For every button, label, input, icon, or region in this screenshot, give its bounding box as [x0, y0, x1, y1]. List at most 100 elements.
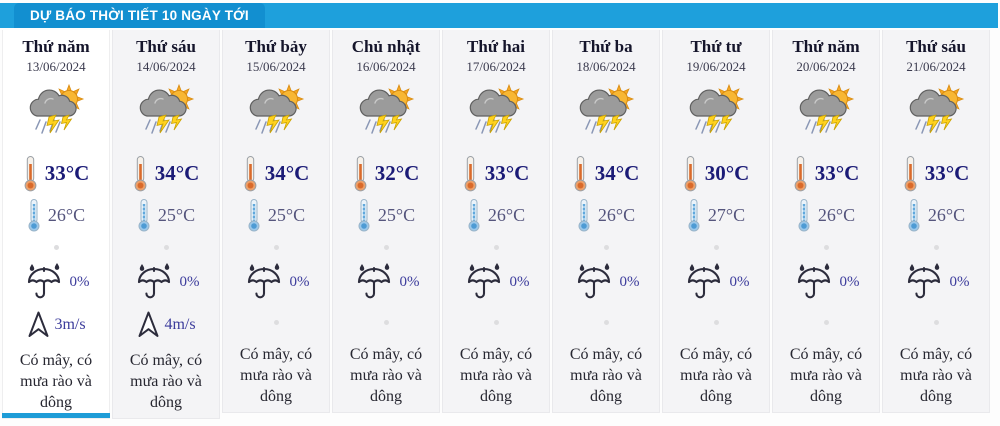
- low-temp-row: 26°C: [797, 195, 855, 235]
- storm-cloud-sun-icon: [575, 79, 637, 147]
- day-column[interactable]: Thứ năm 13/06/2024: [2, 30, 110, 419]
- separator-dot: [823, 235, 829, 259]
- day-column[interactable]: Thứ sáu 21/06/2024: [882, 30, 990, 413]
- separator-dot: [823, 305, 829, 339]
- rain-chance-value: 0%: [509, 273, 530, 290]
- high-temp-value: 33°C: [484, 160, 530, 185]
- storm-cloud-sun-icon: [795, 79, 857, 147]
- separator-dot: [383, 235, 389, 259]
- separator-dot: [713, 235, 719, 259]
- low-temp-value: 26°C: [927, 204, 966, 225]
- high-temp-value: 32°C: [374, 160, 420, 185]
- umbrella-icon: [133, 262, 175, 302]
- rain-chance-row: 0%: [683, 259, 750, 305]
- separator-dot: [493, 305, 499, 339]
- wind-arrow-icon: [136, 310, 161, 340]
- high-temp-value: 33°C: [44, 160, 90, 185]
- forecast-title: DỰ BÁO THỜI TIẾT 10 NGÀY TỚI: [30, 8, 249, 23]
- low-temp-value: 25°C: [377, 204, 416, 225]
- umbrella-icon: [793, 262, 835, 302]
- separator-dot: [383, 305, 389, 339]
- day-column[interactable]: Thứ sáu 14/06/2024: [112, 30, 220, 419]
- rain-chance-value: 0%: [69, 273, 90, 290]
- low-temp-row: 27°C: [687, 195, 745, 235]
- umbrella-icon: [463, 262, 505, 302]
- low-temp-row: 25°C: [357, 195, 415, 235]
- high-temp-value: 34°C: [594, 160, 640, 185]
- thermometer-high-icon: [353, 155, 368, 192]
- forecast-header-tab: DỰ BÁO THỜI TIẾT 10 NGÀY TỚI: [14, 3, 265, 28]
- thermometer-high-icon: [903, 155, 918, 192]
- rain-chance-row: 0%: [573, 259, 640, 305]
- separator-dot: [713, 305, 719, 339]
- day-name: Thứ tư: [690, 37, 742, 56]
- day-date: 18/06/2024: [576, 59, 636, 74]
- storm-cloud-sun-icon: [25, 79, 87, 147]
- separator-dot: [933, 235, 939, 259]
- thermometer-high-icon: [133, 155, 148, 192]
- high-temp-row: 34°C: [243, 151, 309, 195]
- thermometer-low-icon: [467, 198, 481, 232]
- rain-chance-row: 0%: [243, 259, 310, 305]
- high-temp-value: 33°C: [924, 160, 970, 185]
- low-temp-value: 26°C: [817, 204, 856, 225]
- thermometer-high-icon: [793, 155, 808, 192]
- rain-chance-row: 0%: [903, 259, 970, 305]
- high-temp-row: 33°C: [903, 151, 970, 195]
- day-date: 20/06/2024: [796, 59, 856, 74]
- low-temp-value: 25°C: [157, 204, 196, 225]
- weather-description: Có mây, có mưa rào và dông: [899, 346, 973, 405]
- low-temp-row: 26°C: [467, 195, 525, 235]
- weather-description: Có mây, có mưa rào và dông: [129, 352, 203, 411]
- rain-chance-value: 0%: [179, 273, 200, 290]
- low-temp-row: 25°C: [137, 195, 195, 235]
- day-name: Thứ năm: [792, 37, 860, 56]
- day-date: 17/06/2024: [466, 59, 526, 74]
- thermometer-low-icon: [907, 198, 921, 232]
- low-temp-value: 26°C: [47, 204, 86, 225]
- day-name: Thứ bảy: [245, 37, 307, 56]
- day-date: 13/06/2024: [26, 59, 86, 74]
- day-date: 19/06/2024: [686, 59, 746, 74]
- high-temp-row: 30°C: [683, 151, 750, 195]
- low-temp-value: 25°C: [267, 204, 306, 225]
- thermometer-high-icon: [683, 155, 698, 192]
- weather-description: Có mây, có mưa rào và dông: [349, 346, 423, 405]
- storm-cloud-sun-icon: [465, 79, 527, 147]
- storm-cloud-sun-icon: [245, 79, 307, 147]
- day-column[interactable]: Thứ bảy 15/06/2024: [222, 30, 330, 413]
- separator-dot: [53, 235, 59, 259]
- wind-arrow-icon: [26, 310, 51, 340]
- rain-chance-row: 0%: [133, 259, 200, 305]
- rain-chance-row: 0%: [353, 259, 420, 305]
- thermometer-high-icon: [463, 155, 478, 192]
- day-column[interactable]: Thứ tư 19/06/2024: [662, 30, 770, 413]
- day-column[interactable]: Thứ hai 17/06/2024: [442, 30, 550, 413]
- high-temp-row: 33°C: [793, 151, 859, 195]
- day-date: 21/06/2024: [906, 59, 966, 74]
- rain-chance-row: 0%: [23, 259, 90, 305]
- thermometer-low-icon: [27, 198, 41, 232]
- umbrella-icon: [23, 262, 65, 302]
- high-temp-value: 34°C: [154, 160, 200, 185]
- thermometer-low-icon: [577, 198, 591, 232]
- low-temp-row: 25°C: [247, 195, 305, 235]
- separator-dot: [603, 235, 609, 259]
- wind-row: 3m/s: [26, 305, 86, 345]
- weather-description: Có mây, có mưa rào và dông: [789, 346, 863, 405]
- weather-description: Có mây, có mưa rào và dông: [239, 346, 313, 405]
- day-column[interactable]: Chủ nhật 16/06/2024: [332, 30, 440, 413]
- umbrella-icon: [353, 262, 395, 302]
- high-temp-row: 34°C: [133, 151, 200, 195]
- thermometer-low-icon: [357, 198, 371, 232]
- high-temp-value: 30°C: [704, 160, 750, 185]
- forecast-columns: Thứ năm 13/06/2024: [0, 30, 1000, 419]
- day-column[interactable]: Thứ năm 20/06/2024: [772, 30, 880, 413]
- rain-chance-row: 0%: [463, 259, 530, 305]
- day-column[interactable]: Thứ ba 18/06/2024: [552, 30, 660, 413]
- day-date: 14/06/2024: [136, 59, 196, 74]
- rain-chance-value: 0%: [289, 273, 310, 290]
- forecast-header-bar: DỰ BÁO THỜI TIẾT 10 NGÀY TỚI: [0, 3, 998, 28]
- thermometer-low-icon: [687, 198, 701, 232]
